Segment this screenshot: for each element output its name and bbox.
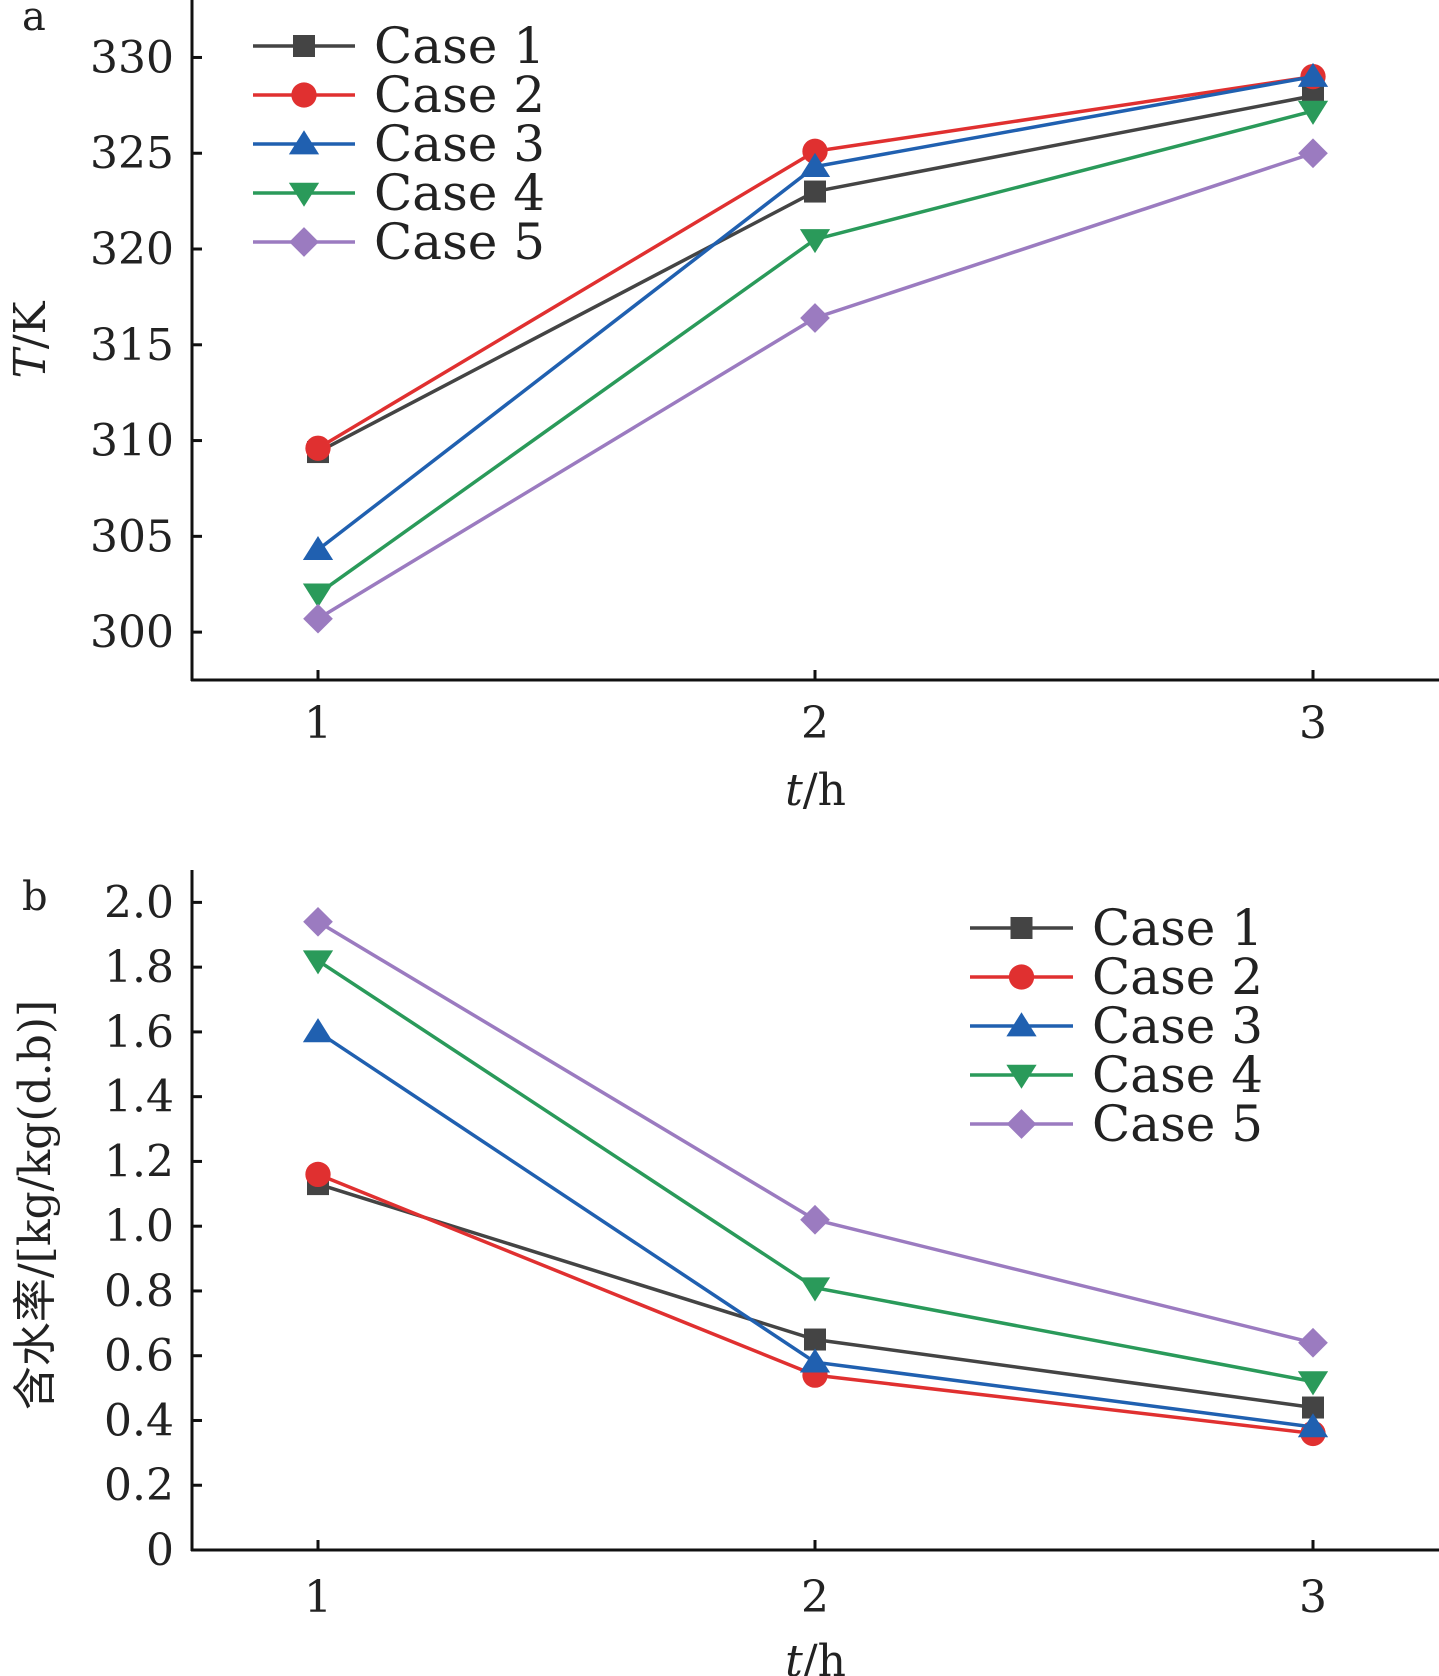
panel-b-legend-marker	[1006, 1012, 1037, 1037]
panel-b-y-tick-label: 1.6	[104, 1007, 174, 1058]
panel-b-series-4	[302, 950, 1329, 1396]
panel-b-legend-label: Case 4	[1092, 1046, 1263, 1104]
panel-a-legend-marker	[288, 130, 320, 155]
panel-b-data-point	[302, 950, 334, 975]
panel-a-y-tick-label: 305	[90, 511, 174, 562]
panel-a-legend-label: Case 3	[374, 115, 545, 173]
panel-b-y-tick-label: 1.0	[104, 1201, 174, 1252]
panel-a-data-point	[804, 180, 826, 203]
panel-b-x-tick-label: 2	[801, 1572, 829, 1623]
panel-b-y-tick-label: 1.8	[104, 942, 174, 993]
panel-b-y-tick-label: 2.0	[104, 877, 174, 928]
panel-a-data-point	[1297, 62, 1329, 87]
panel-b-y-axis-title-unit: 含水率/[kg/kg(d.b)]	[10, 1000, 61, 1410]
panel-a-data-point	[802, 138, 828, 164]
panel-b-data-point	[804, 1328, 826, 1351]
panel-a-x-axis-title: t/h	[785, 765, 846, 816]
panel-a-legend-label: Case 2	[374, 66, 545, 124]
panel-b-x-axis-title-unit: /h	[803, 1636, 846, 1676]
panel-b-panel-label: b	[22, 874, 48, 920]
panel-b-series-3	[302, 1018, 1329, 1438]
panel-b-series-5	[303, 906, 1328, 1358]
panel-a-legend-marker	[291, 82, 317, 108]
panel-a-legend-marker	[293, 35, 315, 57]
panel-a-y-tick-label: 325	[90, 128, 174, 179]
panel-b-x-tick-label: 3	[1299, 1572, 1327, 1623]
panel-a-y-tick-label: 310	[90, 416, 174, 467]
panel-a-data-point	[302, 583, 334, 608]
panel-b-y-tick-label: 0.4	[104, 1395, 174, 1446]
panel-b-y-tick-label: 0.6	[104, 1331, 174, 1382]
panel-b-data-point	[799, 1277, 831, 1302]
panel-a-data-point	[799, 152, 831, 177]
panel-a-legend-label: Case 5	[374, 213, 545, 271]
panel-b-data-point	[1297, 1413, 1329, 1438]
panel-a-y-axis-title-var: T	[5, 346, 56, 379]
panel-a-legend-label: Case 1	[374, 17, 545, 75]
panel-a-y-tick-label: 300	[90, 607, 174, 658]
panel-a-y-axis-title-unit: /K	[5, 300, 56, 349]
panel-b-y-axis-title: 含水率/[kg/kg(d.b)]	[10, 1000, 61, 1410]
panel-a-data-point	[1297, 100, 1329, 125]
panel-a-series-3	[302, 62, 1329, 561]
panel-a-data-point	[303, 603, 333, 634]
panel-a-panel-label: a	[22, 0, 46, 40]
panel-b-legend-label: Case 5	[1092, 1095, 1263, 1153]
panel-a-data-point	[800, 303, 830, 333]
panel-b-x-axis-title: t/h	[785, 1636, 846, 1676]
panel-b-y-tick-label: 0.8	[104, 1266, 174, 1317]
panel-b-data-point	[303, 906, 333, 937]
panel-a-data-point	[799, 229, 831, 254]
panel-b-data-point	[1298, 1327, 1328, 1358]
panel-a-y-tick-label: 315	[90, 320, 174, 371]
panel-b-legend-label: Case 3	[1092, 997, 1263, 1055]
panel-b-x-tick-label: 1	[304, 1572, 332, 1623]
panel-b-legend-label: Case 2	[1092, 948, 1263, 1006]
panel-a-legend-marker	[289, 227, 319, 257]
panel-a-series-5	[303, 138, 1328, 634]
panel-b-x-axis-title-var: t	[785, 1636, 803, 1676]
panel-a-x-tick-label: 3	[1299, 698, 1327, 749]
panel-b-series-2	[305, 1161, 1326, 1447]
panel-b-data-point	[305, 1161, 331, 1188]
panel-a-x-axis-title-var: t	[785, 765, 803, 816]
panel-b-data-point	[1297, 1371, 1329, 1396]
panel-a-series-2	[305, 63, 1326, 461]
panel-b-data-point	[1302, 1396, 1324, 1419]
panel-b-y-tick-label: 1.4	[104, 1072, 174, 1123]
panel-b-data-point	[800, 1204, 830, 1235]
panel-b-y-tick-label: 0	[146, 1525, 174, 1576]
panel-b-legend-label: Case 1	[1092, 899, 1263, 957]
panel-a-legend-label: Case 4	[374, 164, 545, 222]
panel-b-y-tick-label: 0.2	[104, 1460, 174, 1511]
panel-a-x-tick-label: 2	[801, 698, 829, 749]
panel-b-legend-marker	[1006, 1064, 1037, 1089]
panel-b: b 0 0.2 0.4 0.6 0.8 1.0 1.2 1.4 1.6 1.8 2.0 1 2 3 t/h 含水…	[10, 870, 1439, 1676]
panel-b-legend-marker	[1006, 1109, 1037, 1139]
panel-a-data-point	[302, 535, 334, 561]
panel-a-x-tick-label: 1	[304, 698, 332, 749]
panel-a-data-point	[1298, 138, 1328, 169]
panel-b-data-point	[799, 1348, 831, 1373]
panel-a-y-tick-label: 320	[90, 224, 174, 275]
panel-b-legend-marker	[1008, 964, 1035, 990]
panel-a-data-point	[305, 435, 331, 461]
panel-a-series-4	[302, 100, 1329, 608]
panel-b-legend-marker	[1010, 917, 1033, 939]
panel-b-y-tick-label: 1.2	[104, 1136, 174, 1187]
panel-a-y-tick-label: 330	[90, 32, 174, 83]
panel-b-data-point	[302, 1018, 334, 1043]
panel-a-x-axis-title-unit: /h	[803, 765, 846, 816]
panel-a-y-axis-title: T/K	[5, 300, 56, 378]
panel-a-legend-marker	[288, 182, 320, 207]
